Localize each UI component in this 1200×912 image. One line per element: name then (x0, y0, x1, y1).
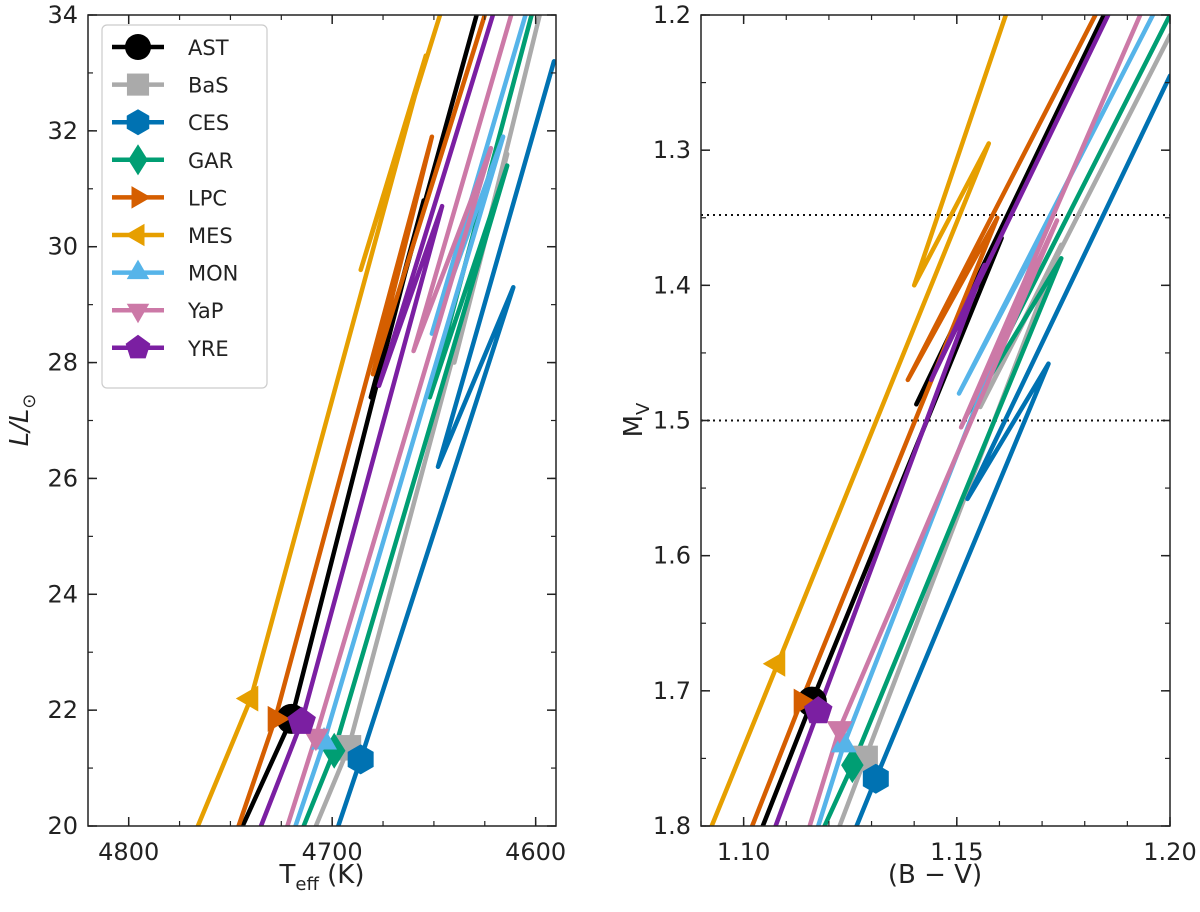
left-track-lpc (236, 15, 488, 826)
right-track-lpc (749, 15, 1098, 826)
left-marker-lpc (267, 705, 291, 732)
right-y-tick-label: 1.5 (653, 407, 691, 435)
legend-item-lpc: LPC (112, 186, 227, 210)
right-marker-mon (830, 729, 857, 753)
right-marker-lpc (793, 688, 817, 715)
right-marker-yap (826, 721, 853, 744)
right-y-tick-label: 1.3 (653, 136, 691, 164)
right-tracks (709, 15, 1170, 826)
left-x-tick-label: 4700 (302, 838, 363, 866)
legend-item-bas: BaS (112, 73, 229, 98)
right-marker-yre (803, 696, 833, 724)
legend-label: AST (188, 36, 229, 60)
right-marker-gar (841, 747, 864, 784)
left-ticks: 4800 4700 4600 20 22 24 26 28 30 32 34 (47, 1, 566, 866)
legend-label: BaS (188, 74, 229, 98)
legend-marker-bas (126, 73, 150, 96)
right-track-ces (854, 73, 1170, 826)
right-x-tick-label: 1.15 (930, 838, 983, 866)
legend-item-yap: YaP (112, 299, 223, 324)
left-track-ces (336, 59, 556, 826)
legend-marker-gar (128, 144, 148, 176)
legend-marker-mes (125, 223, 145, 247)
legend-label: YRE (187, 337, 229, 361)
legend-marker-ces (126, 109, 150, 136)
right-x-axis-label: (B − V) (888, 860, 982, 890)
legend-frame (101, 24, 268, 389)
right-marker-mes (762, 650, 786, 677)
left-y-tick-label: 24 (47, 580, 78, 608)
right-track-gar (822, 15, 1170, 826)
right-ticks: 1.10 1.15 1.20 1.2 1.3 1.4 1.5 1.6 1.7 1.8 (653, 1, 1197, 866)
legend-marker-ast (125, 34, 151, 60)
legend-marker-yre (125, 334, 151, 359)
right-reference-lines (701, 214, 1170, 422)
legend-label: MES (188, 224, 233, 248)
left-y-axis-label: L/L⊙ (5, 394, 40, 447)
legend-item-gar: GAR (112, 144, 233, 176)
legend-label: LPC (188, 186, 227, 210)
legend-marker-mon (126, 259, 150, 280)
right-y-tick-label: 1.6 (653, 542, 691, 570)
left-marker-yre (287, 706, 316, 734)
left-marker-ces (347, 744, 374, 775)
legend-label: YaP (187, 299, 223, 323)
legend-marker-lpc (131, 186, 151, 209)
legend-item-ces: CES (112, 109, 229, 136)
right-track-yap (807, 15, 1143, 826)
left-y-tick-label: 26 (47, 464, 78, 492)
right-markers (762, 650, 889, 794)
left-y-tick-label: 22 (47, 696, 78, 724)
legend-item-ast: AST (112, 34, 229, 60)
right-y-tick-label: 1.7 (653, 677, 691, 705)
left-y-tick-label: 28 (47, 349, 78, 377)
right-track-mes (709, 15, 1009, 826)
right-y-tick-label: 1.2 (653, 1, 691, 29)
left-track-yre (258, 15, 496, 826)
left-x-axis-label: Teff (K) (279, 860, 365, 895)
left-y-tick-label: 30 (47, 233, 78, 261)
legend-item-mon: MON (112, 259, 238, 286)
right-x-tick-label: 1.20 (1143, 838, 1196, 866)
left-y-tick-label: 20 (47, 812, 78, 840)
right-y-tick-label: 1.4 (653, 271, 691, 299)
right-x-tick-label: 1.10 (717, 838, 770, 866)
left-track-yap (285, 15, 514, 826)
right-marker-ces (862, 763, 889, 794)
right-panel: 1.10 1.15 1.20 1.2 1.3 1.4 1.5 1.6 1.7 1.8 (B − V… (619, 1, 1197, 890)
left-track-mes (195, 15, 443, 826)
legend-item-mes: MES (112, 223, 233, 248)
left-y-tick-label: 32 (47, 117, 78, 145)
legend-item-yre: YRE (112, 334, 229, 361)
left-markers (235, 685, 374, 775)
legend-label: GAR (188, 149, 233, 173)
left-marker-yap (302, 728, 329, 752)
right-y-axis-label: MV (619, 402, 654, 437)
legend-label: MON (188, 262, 238, 286)
right-track-bas (837, 33, 1170, 826)
left-y-tick-label: 34 (47, 1, 78, 29)
legend-label: CES (188, 111, 229, 135)
left-panel: 4800 4700 4600 20 22 24 26 28 30 32 34 Teff (K) L/… (5, 1, 566, 895)
right-track-mon (815, 15, 1156, 826)
legend: AST BaS CES GAR LPC MES MON YaP YRE (101, 24, 268, 389)
right-y-tick-label: 1.8 (653, 812, 691, 840)
left-tracks (195, 15, 556, 826)
left-marker-mes (235, 685, 259, 712)
left-x-tick-label: 4800 (98, 838, 159, 866)
legend-marker-yap (126, 303, 150, 324)
left-x-tick-label: 4600 (505, 838, 566, 866)
right-track-yre (773, 15, 1111, 826)
